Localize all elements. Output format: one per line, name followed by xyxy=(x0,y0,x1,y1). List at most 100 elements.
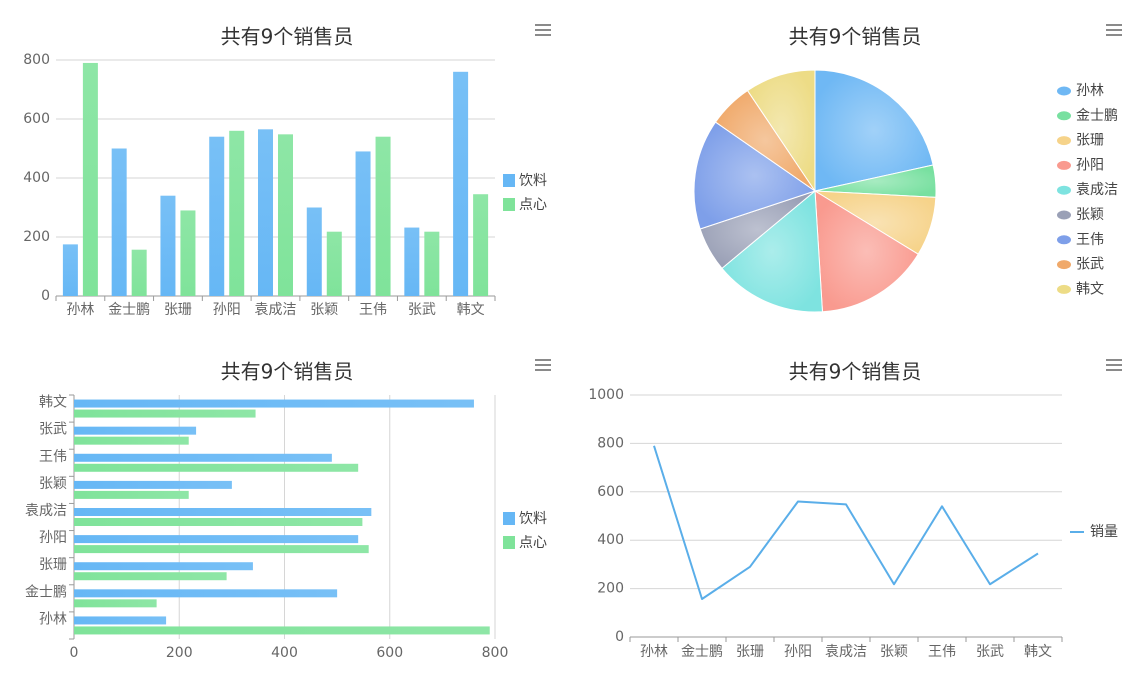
x-tick-label: 张颖 xyxy=(880,644,908,660)
hamburger-menu-icon[interactable] xyxy=(535,359,551,371)
y-tick-label: 张武 xyxy=(39,422,67,438)
bar-snack xyxy=(74,409,256,418)
bar-drink xyxy=(74,399,474,408)
pie-slice xyxy=(693,121,817,230)
y-tick-label: 0 xyxy=(41,288,50,304)
legend-swatch xyxy=(1057,86,1071,96)
chart-title: 共有9个销售员 xyxy=(221,360,354,384)
bar-snack xyxy=(74,572,227,581)
legend-label: 饮料 xyxy=(519,173,547,189)
pie-slice xyxy=(814,69,934,192)
chart-menu-button[interactable] xyxy=(1106,24,1122,36)
chart-title: 共有9个销售员 xyxy=(789,25,922,49)
bar-snack xyxy=(74,545,369,554)
y-tick-label: 600 xyxy=(597,484,624,500)
x-tick-label: 800 xyxy=(482,645,509,661)
x-tick-label: 张颖 xyxy=(310,302,338,318)
y-tick-label: 张颖 xyxy=(39,476,67,492)
chart-menu-button[interactable] xyxy=(1106,359,1122,371)
y-tick-label: 400 xyxy=(597,532,624,548)
legend-item[interactable]: 销量 xyxy=(1070,524,1118,540)
series-line xyxy=(653,445,1039,601)
hamburger-menu-icon[interactable] xyxy=(1106,359,1122,371)
bar-drink xyxy=(404,227,420,296)
bar-drink xyxy=(74,616,167,625)
y-tick-label: 袁成洁 xyxy=(25,503,67,519)
legend-item[interactable]: 张珊 xyxy=(1057,133,1104,149)
chart-menu-button[interactable] xyxy=(535,24,551,36)
x-tick-label: 王伟 xyxy=(359,302,387,318)
hamburger-menu-icon[interactable] xyxy=(535,24,551,36)
legend-item[interactable]: 孙林 xyxy=(1057,83,1104,99)
horizontal-bar-chart-panel: 共有9个销售员 0 200 400 600 800 孙林 金士鹏 张珊 孙阳 袁成洁 张颖 王伟 张武 韩文… xyxy=(0,343,573,686)
x-tick-label: 金士鹏 xyxy=(108,302,150,318)
bar-snack xyxy=(74,436,189,445)
bar-drink xyxy=(74,562,253,571)
bar-snack xyxy=(326,231,342,296)
y-tick-label: 600 xyxy=(23,111,50,127)
legend-swatch xyxy=(1057,111,1071,121)
bar-snack xyxy=(74,518,363,526)
x-tick-label: 孙阳 xyxy=(784,644,812,660)
y-tick-label: 金士鹏 xyxy=(25,584,67,600)
pie-chart-panel: 共有9个销售员孙林金士鹏张珊孙阳袁成洁张颖王伟张武韩文 xyxy=(573,0,1146,343)
chart-menu-button[interactable] xyxy=(535,359,551,371)
bar-snack xyxy=(74,463,359,472)
y-tick-label: 800 xyxy=(23,52,50,68)
legend-label: 张武 xyxy=(1076,257,1104,273)
x-tick-label: 张珊 xyxy=(164,302,192,318)
legend-swatch xyxy=(1057,185,1071,195)
legend-swatch xyxy=(1057,284,1071,294)
legend-swatch xyxy=(1057,210,1071,220)
x-tick-label: 王伟 xyxy=(928,644,956,660)
legend-item[interactable]: 孙阳 xyxy=(1057,157,1104,173)
legend-swatch xyxy=(503,536,515,549)
y-tick-label: 孙阳 xyxy=(39,530,67,546)
hamburger-menu-icon[interactable] xyxy=(1106,24,1122,36)
chart-title: 共有9个销售员 xyxy=(221,25,354,49)
y-tick-label: 1000 xyxy=(588,387,624,403)
x-tick-label: 孙林 xyxy=(66,302,94,318)
y-tick-label: 200 xyxy=(23,229,50,245)
x-tick-label: 袁成洁 xyxy=(825,644,867,660)
legend-item[interactable]: 饮料 xyxy=(503,511,547,527)
bar-drink xyxy=(74,480,232,489)
pie-slice xyxy=(746,69,816,193)
legend-item[interactable]: 金士鹏 xyxy=(1057,108,1118,124)
bar-drink xyxy=(209,136,225,296)
y-tick-label: 张珊 xyxy=(39,557,67,573)
pie-slice xyxy=(721,189,823,313)
chart-title: 共有9个销售员 xyxy=(789,360,922,384)
legend-swatch xyxy=(503,512,515,525)
x-tick-label: 张武 xyxy=(408,302,436,318)
y-tick-label: 孙林 xyxy=(39,611,67,627)
legend-label: 饮料 xyxy=(519,511,547,527)
bar-drink xyxy=(74,508,372,516)
bar-snack xyxy=(278,134,293,296)
x-tick-label: 韩文 xyxy=(457,302,485,318)
legend-item[interactable]: 点心 xyxy=(503,535,547,551)
line-chart-panel: 共有9个销售员 0 200 400 600 800 1000 孙林 金士鹏 张珊 孙阳 袁成洁 张颖 王伟… xyxy=(573,343,1146,686)
bar-drink xyxy=(74,453,332,462)
legend-item[interactable]: 饮料 xyxy=(503,173,547,189)
x-tick-label: 孙阳 xyxy=(213,302,241,318)
line-chart: 共有9个销售员 0 200 400 600 800 1000 孙林 金士鹏 张珊 孙阳 袁成洁 张颖 王伟… xyxy=(588,359,1122,660)
bar-drink xyxy=(74,426,197,435)
x-tick-label: 韩文 xyxy=(1024,644,1052,660)
x-tick-label: 0 xyxy=(70,645,79,661)
bar-snack xyxy=(229,130,245,296)
legend-item[interactable]: 王伟 xyxy=(1057,232,1104,248)
legend-item[interactable]: 点心 xyxy=(503,197,547,213)
legend-item[interactable]: 韩文 xyxy=(1057,281,1104,297)
y-tick-label: 王伟 xyxy=(39,449,67,465)
legend-item[interactable]: 张武 xyxy=(1057,257,1104,273)
bar-drink xyxy=(160,195,176,296)
bar-drink xyxy=(453,71,469,296)
x-tick-label: 200 xyxy=(166,645,193,661)
legend-label: 袁成洁 xyxy=(1076,182,1118,198)
legend-label: 销量 xyxy=(1090,524,1118,540)
legend-item[interactable]: 张颖 xyxy=(1057,207,1104,223)
legend-item[interactable]: 袁成洁 xyxy=(1057,182,1118,198)
bar-drink xyxy=(306,207,322,296)
